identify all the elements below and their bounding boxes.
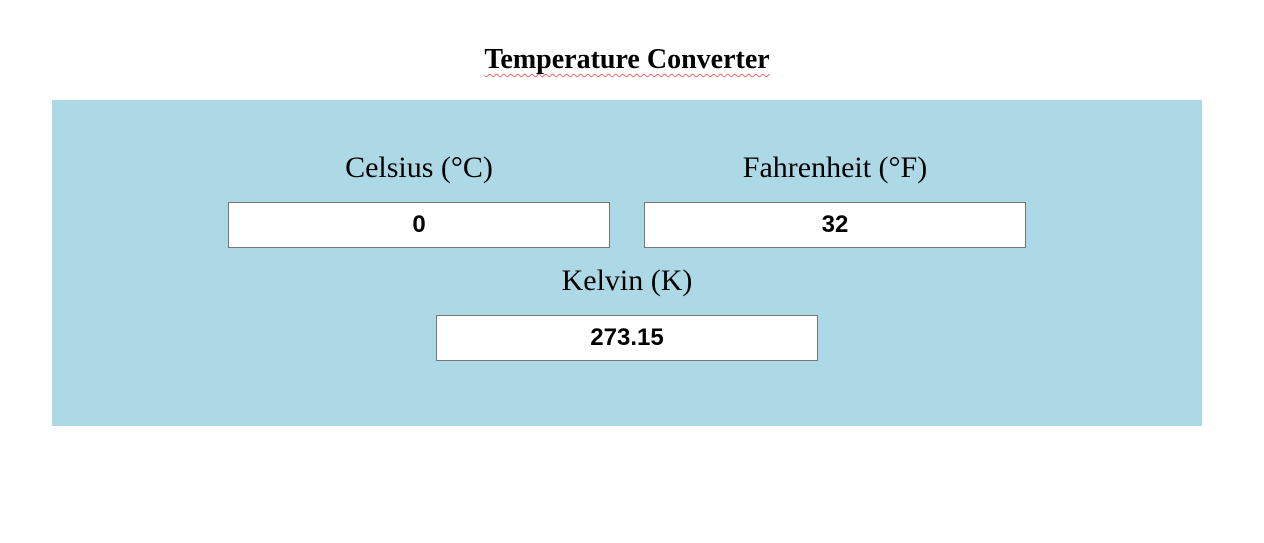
celsius-label: Celsius (°C) xyxy=(345,151,493,184)
kelvin-input[interactable] xyxy=(436,315,818,361)
kelvin-label: Kelvin (K) xyxy=(561,264,693,297)
fahrenheit-input[interactable] xyxy=(644,202,1026,248)
celsius-input[interactable] xyxy=(228,202,610,248)
page-title: Temperature Converter xyxy=(0,40,1254,80)
converter-panel: Celsius (°C) Fahrenheit (°F) Kelvin (K) xyxy=(52,100,1202,426)
fahrenheit-label: Fahrenheit (°F) xyxy=(742,151,928,184)
page-title-text: Temperature Converter xyxy=(484,44,770,75)
